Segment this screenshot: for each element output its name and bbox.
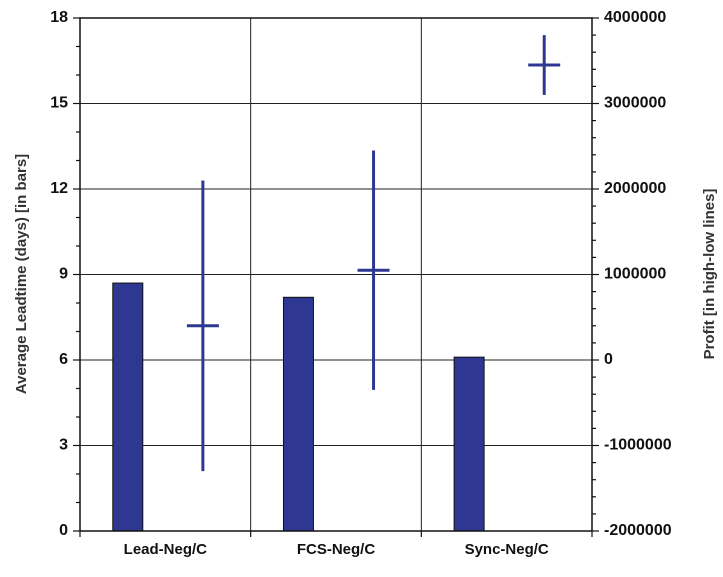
left-tick-label: 0	[59, 522, 68, 539]
left-tick-label: 3	[59, 437, 68, 454]
right-tick-label: 4000000	[604, 9, 666, 26]
left-axis-title: Average Leadtime (days) [in bars]	[13, 154, 30, 394]
left-axis: 0 3 6 9 12 15 18	[50, 9, 80, 539]
bar-3	[453, 356, 485, 532]
bar-2	[282, 296, 314, 532]
right-axis-title: Profit [in high-low lines]	[701, 189, 718, 360]
right-tick-label: -2000000	[604, 522, 672, 539]
right-tick-label: 0	[604, 351, 613, 368]
right-tick-label: 3000000	[604, 95, 666, 112]
right-tick-label: -1000000	[604, 437, 672, 454]
x-axis: Lead-Neg/C FCS-Neg/C Sync-Neg/C	[79, 531, 593, 558]
left-tick-label: 9	[59, 266, 68, 283]
category-label: Lead-Neg/C	[124, 541, 208, 558]
bar-1	[112, 282, 144, 532]
series	[112, 35, 561, 532]
right-axis: -2000000 -1000000 0 1000000 2000000 3000000 40…	[592, 9, 672, 539]
grid	[80, 18, 592, 531]
right-tick-label: 1000000	[604, 266, 666, 283]
right-tick-label: 2000000	[604, 180, 666, 197]
left-tick-label: 6	[59, 351, 68, 368]
category-label: Sync-Neg/C	[465, 541, 549, 558]
category-label: FCS-Neg/C	[297, 541, 376, 558]
left-tick-label: 12	[50, 180, 68, 197]
left-tick-label: 15	[50, 95, 68, 112]
left-tick-label: 18	[50, 9, 68, 26]
